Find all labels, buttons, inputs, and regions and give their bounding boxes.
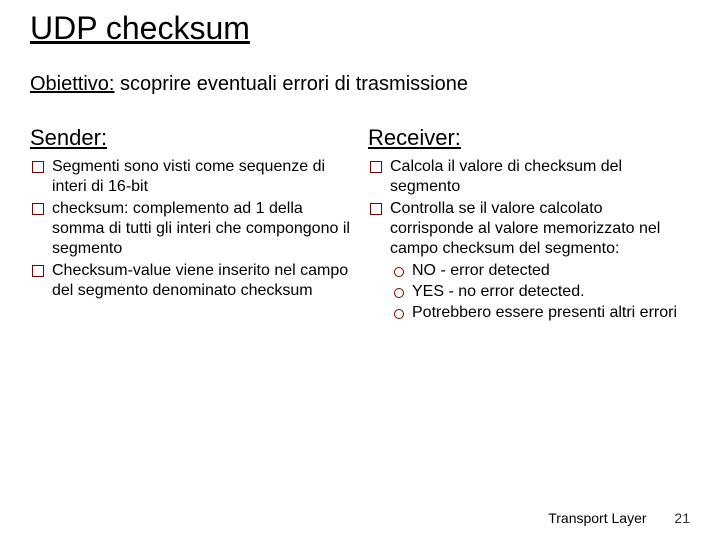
slide-content: UDP checksum Obiettivo: scoprire eventua… [0,0,720,325]
list-item: Segmenti sono visti come sequenze di int… [30,157,352,197]
objective-line: Obiettivo: scoprire eventuali errori di … [30,71,690,97]
list-item-text: Controlla se il valore calcolato corrisp… [390,200,660,257]
receiver-header: Receiver: [368,125,690,151]
list-item: Calcola il valore di checksum del segmen… [368,157,690,197]
receiver-column: Receiver: Calcola il valore di checksum … [368,125,690,325]
objective-label: Obiettivo: [30,73,114,95]
sublist-item: YES - no error detected. [390,282,690,302]
list-item: Controlla se il valore calcolato corrisp… [368,199,690,323]
sublist-item: Potrebbero essere presenti altri errori [390,303,690,323]
receiver-list: Calcola il valore di checksum del segmen… [368,157,690,323]
sublist-item: NO - error detected [390,261,690,281]
sender-list: Segmenti sono visti come sequenze di int… [30,157,352,301]
objective-text: scoprire eventuali errori di trasmission… [114,73,467,95]
footer-label: Transport Layer [548,510,646,526]
page-number: 21 [674,510,690,526]
sender-header: Sender: [30,125,352,151]
sender-column: Sender: Segmenti sono visti come sequenz… [30,125,352,325]
receiver-sublist: NO - error detected YES - no error detec… [390,261,690,323]
slide-footer: Transport Layer 21 [548,510,690,526]
two-column-layout: Sender: Segmenti sono visti come sequenz… [30,125,690,325]
list-item: Checksum-value viene inserito nel campo … [30,261,352,301]
slide-title: UDP checksum [30,10,690,47]
list-item: checksum: complemento ad 1 della somma d… [30,199,352,259]
